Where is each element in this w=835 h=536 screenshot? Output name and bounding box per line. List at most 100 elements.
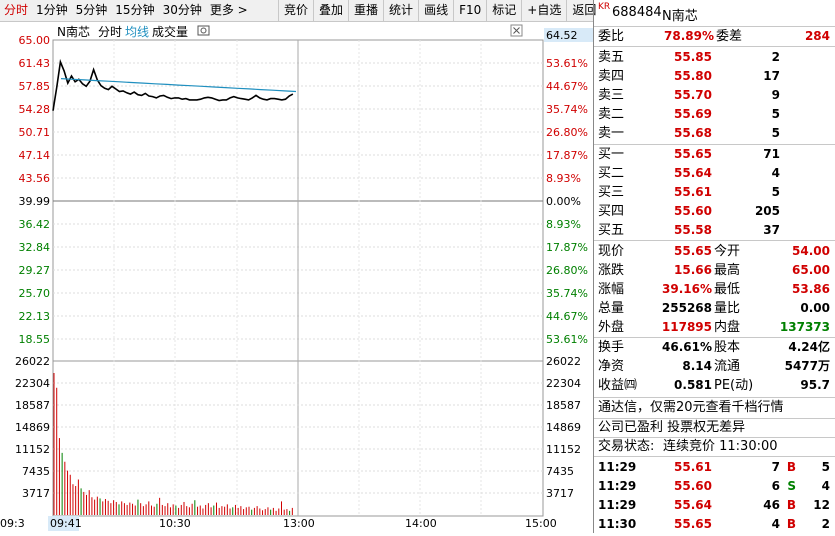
pct-tick-label: 35.74% <box>546 103 588 116</box>
time-tick-label: 15:00 <box>525 517 557 530</box>
quote-label-2: 量比 <box>714 301 741 316</box>
camera-icon[interactable] <box>197 25 210 36</box>
quote-label-2: 内盘 <box>714 320 741 335</box>
bid-row: 买五 55.58 37 <box>594 221 835 240</box>
intraday-chart[interactable]: N南芯 分时 均线 成交量 65.00 61.43 57.85 54.28 50.71 4… <box>0 22 593 533</box>
quote-label-2: 最高 <box>714 263 741 278</box>
time-start-label: 09:3 <box>0 517 25 530</box>
fund-label: 收益㈣ <box>598 378 638 393</box>
volume-tick-label: 7435 <box>22 465 50 478</box>
time-cursor-box <box>48 516 79 531</box>
bid-price: 55.64 <box>674 166 712 180</box>
tab-intraday[interactable]: 分时 <box>4 3 29 17</box>
price-tick-label: 32.84 <box>19 241 51 254</box>
price-tick-label: 29.27 <box>19 264 51 277</box>
tab-30min[interactable]: 30分钟 <box>162 3 202 17</box>
back-button[interactable]: 返回 <box>566 0 601 21</box>
status-label: 交易状态: <box>598 439 655 454</box>
mark-button[interactable]: 标记 <box>486 0 521 21</box>
price-tick-label: 61.43 <box>19 57 51 70</box>
mode-tab-avg[interactable]: 均线 <box>125 25 149 39</box>
tab-more[interactable]: 更多 > <box>209 3 248 17</box>
tick-price: 55.65 <box>674 517 712 531</box>
tick-count: 2 <box>821 517 830 531</box>
tick-count: 12 <box>813 498 830 512</box>
quote-value: 255268 <box>661 301 712 315</box>
f10-button[interactable]: F10 <box>453 0 486 21</box>
bid-level-label: 买三 <box>598 185 625 200</box>
chart-stock-label: N南芯 <box>57 24 90 39</box>
price-tick-label: 47.14 <box>19 149 51 162</box>
fund-label-2: 股本 <box>714 340 741 355</box>
close-icon[interactable] <box>510 24 523 37</box>
toolbar: 分时 1分钟 5分钟 15分钟 30分钟 更多 > 竞价 叠加 重播 统计 画线… <box>0 0 596 22</box>
pct-tick-label: 17.87% <box>546 241 588 254</box>
pct-tick-label: 44.67% <box>546 80 588 93</box>
tick-direction: B <box>786 498 796 512</box>
stats-button[interactable]: 统计 <box>383 0 418 21</box>
volume-tick-label: 18587 <box>15 399 50 412</box>
tick-direction: B <box>786 460 796 474</box>
tick-direction: S <box>787 479 796 493</box>
volume-tick-label-right: 3717 <box>546 487 574 500</box>
panel-header: KR 688484 N南芯 <box>594 0 835 25</box>
draw-line-button[interactable]: 画线 <box>418 0 453 21</box>
auction-button[interactable]: 竞价 <box>278 0 313 21</box>
tab-5min[interactable]: 5分钟 <box>75 3 108 17</box>
quote-value: 55.65 <box>674 244 712 258</box>
bid-volume: 37 <box>763 223 780 237</box>
volume-tick-label-right: 26022 <box>546 355 581 368</box>
fund-label-2: PE(动) <box>714 378 754 393</box>
tab-1min[interactable]: 1分钟 <box>36 3 68 17</box>
add-watchlist-button[interactable]: +自选 <box>521 0 566 21</box>
tool-buttons: 竞价 叠加 重播 统计 画线 F10 标记 +自选 返回 <box>278 0 601 21</box>
replay-button[interactable]: 重播 <box>348 0 383 21</box>
price-tick-label: 43.56 <box>19 172 51 185</box>
fund-row: 净资 8.14 流通 5477万 <box>594 357 835 376</box>
mode-tab-volume[interactable]: 成交量 <box>152 24 188 39</box>
tick-price: 55.60 <box>674 479 712 493</box>
quote-value-2: 137373 <box>779 320 830 334</box>
overlay-button[interactable]: 叠加 <box>313 0 348 21</box>
fund-value: 0.581 <box>674 378 712 392</box>
price-tick-label: 22.13 <box>19 310 51 323</box>
quote-value-2: 0.00 <box>800 301 830 315</box>
ask-row: 卖一 55.68 5 <box>594 124 835 143</box>
promo-text[interactable]: 通达信，仅需20元查看千档行情 <box>598 400 784 415</box>
ask-row: 卖二 55.69 5 <box>594 105 835 124</box>
chart-svg: N南芯 分时 均线 成交量 65.00 61.43 57.85 54.28 50.71 4… <box>0 24 593 531</box>
price-tick-label: 65.00 <box>19 34 51 47</box>
notice-text: 公司已盈利 投票权无差异 <box>598 420 746 435</box>
bid-volume: 71 <box>763 147 780 161</box>
status-value: 连续竞价 11:30:00 <box>663 439 778 454</box>
time-tick-label: 14:00 <box>405 517 437 530</box>
volume-tick-label: 11152 <box>15 443 50 456</box>
volume-tick-label-right: 22304 <box>546 377 581 390</box>
fund-row: 换手 46.61% 股本 4.24亿 <box>594 338 835 357</box>
tick-count: 5 <box>821 460 830 474</box>
volume-tick-label: 22304 <box>15 377 50 390</box>
stock-name: N南芯 <box>662 9 698 24</box>
mode-tab-intraday[interactable]: 分时 <box>98 25 122 39</box>
ask-row: 卖五 55.85 2 <box>594 48 835 67</box>
quote-label: 总量 <box>598 301 625 316</box>
bid-volume: 205 <box>754 204 780 218</box>
tick-direction: B <box>786 517 796 531</box>
ask-row: 卖三 55.70 9 <box>594 86 835 105</box>
bid-row: 买三 55.61 5 <box>594 183 835 202</box>
tick-price: 55.64 <box>674 498 712 512</box>
price-line <box>52 58 294 111</box>
tick-price: 55.61 <box>674 460 712 474</box>
ask-price: 55.69 <box>674 107 712 121</box>
quote-value-2: 54.00 <box>792 244 830 258</box>
ask-price: 55.70 <box>674 88 712 102</box>
ask-price: 55.68 <box>674 126 712 140</box>
volume-tick-label-right: 11152 <box>546 443 581 456</box>
ask-price: 55.80 <box>674 69 712 83</box>
fund-value-2: 95.7 <box>800 378 830 392</box>
ask-level-label: 卖三 <box>598 88 625 103</box>
price-tick-label: 57.85 <box>19 80 51 93</box>
tick-time: 11:29 <box>598 498 637 512</box>
tick-row: 11:29 55.64 46 B 12 <box>594 496 835 515</box>
tab-15min[interactable]: 15分钟 <box>115 3 155 17</box>
